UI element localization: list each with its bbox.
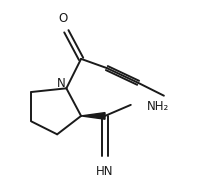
Text: NH₂: NH₂ [147,100,169,113]
Text: O: O [58,12,67,25]
Text: HN: HN [96,165,114,178]
Polygon shape [81,113,105,119]
Text: N: N [56,77,65,90]
